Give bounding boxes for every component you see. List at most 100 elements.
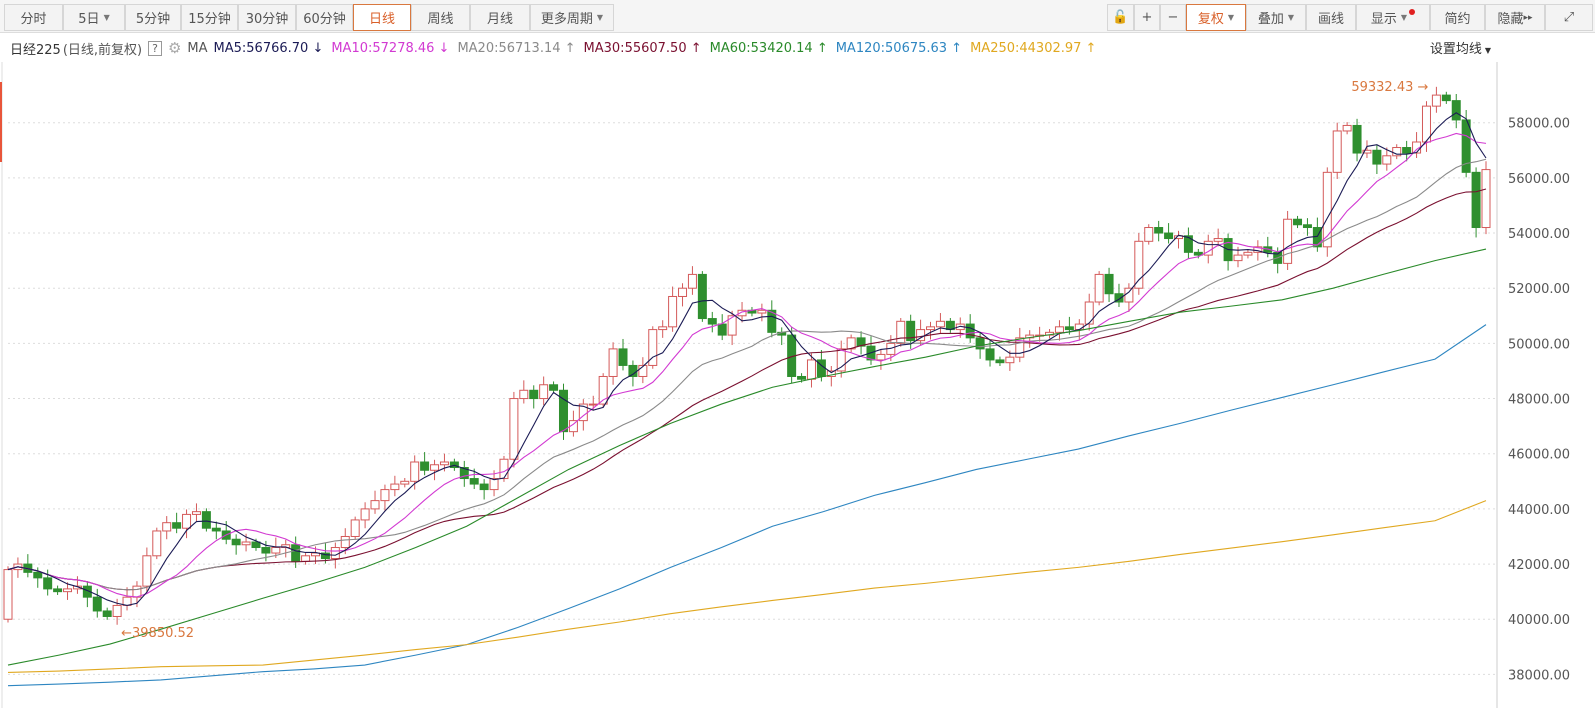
toolbar-right-0[interactable]: 复权 ▼: [1186, 4, 1246, 31]
chevron-down-icon: ▼: [103, 13, 110, 22]
ma-legend-item: MA250:44302.97 ↑: [970, 40, 1097, 56]
candle-up: [1283, 218, 1293, 264]
candle-down: [549, 384, 559, 391]
candle-up: [1084, 301, 1094, 325]
y-tick-label: 58000.00: [1508, 117, 1570, 132]
candle-up: [340, 535, 350, 549]
candle-up: [1005, 356, 1015, 364]
y-tick-label: 52000.00: [1508, 282, 1570, 297]
ma250-line: [7, 500, 1487, 674]
candle-up: [430, 464, 440, 471]
candle-down: [291, 544, 301, 562]
candle-down: [82, 585, 92, 598]
period-tab-6-label: 日线: [368, 12, 395, 27]
candle-up: [1362, 149, 1372, 154]
toolbar-right-2[interactable]: 画线: [1306, 4, 1356, 31]
candle-down: [261, 547, 271, 554]
candle-up: [400, 480, 410, 485]
candle-down: [1154, 227, 1164, 234]
candle-up: [608, 348, 618, 377]
candle-up: [410, 461, 420, 482]
toolbar-right-4[interactable]: 简约: [1430, 4, 1485, 31]
period-tab-6[interactable]: 日线: [353, 4, 411, 31]
candle-down: [1293, 218, 1303, 226]
toolbar-right-4-label: 简约: [1444, 12, 1471, 27]
candle-up: [1203, 240, 1213, 256]
ma-legend-item: MA5:56766.70 ↓: [213, 40, 324, 56]
candle-down: [469, 478, 479, 485]
period-tab-3-label: 15分钟: [188, 12, 231, 27]
candle-up: [1322, 171, 1332, 248]
expand-icon[interactable]: ⤢: [1545, 4, 1593, 31]
candle-up: [687, 273, 697, 289]
toolbar-right-1[interactable]: 叠加 ▼: [1246, 4, 1306, 31]
lock-open-icon[interactable]: 🔓: [1107, 4, 1134, 31]
candle-down: [1193, 251, 1203, 256]
period-tab-0-label: 分时: [20, 12, 47, 27]
candle-down: [1471, 171, 1481, 229]
candle-up: [1134, 240, 1144, 289]
candle-up: [1481, 169, 1491, 229]
y-tick-label: 40000.00: [1508, 613, 1570, 628]
left-marker: [0, 82, 2, 162]
candle-up: [63, 588, 73, 593]
set-ma-button[interactable]: 设置均线 ▼: [1429, 42, 1491, 57]
ma-legend-item: MA20:56713.14 ↑: [457, 40, 576, 56]
period-tab-2[interactable]: 5分钟: [125, 4, 181, 31]
candle-up: [638, 364, 648, 377]
toolbar-right-3[interactable]: 显示 ▼: [1356, 4, 1430, 31]
candle-up: [439, 461, 449, 466]
candle-down: [43, 577, 53, 590]
candle-down: [1104, 273, 1114, 295]
zoom-out-button[interactable]: −: [1160, 4, 1186, 31]
ma5-line: [7, 112, 1487, 607]
zoom-in-button[interactable]: +: [1134, 4, 1160, 31]
y-tick-label: 48000.00: [1508, 393, 1570, 408]
period-tab-0[interactable]: 分时: [4, 4, 63, 31]
candle-up: [658, 326, 668, 331]
period-tab-4[interactable]: 30分钟: [238, 4, 296, 31]
candle-down: [53, 588, 63, 593]
period-tab-9[interactable]: 更多周期 ▼: [530, 4, 614, 31]
chevron-down-icon: ▼: [1287, 13, 1295, 22]
period-tab-5[interactable]: 60分钟: [296, 4, 353, 31]
candle-down: [172, 522, 182, 529]
candle-up: [876, 353, 886, 361]
toolbar-right-1-label: 叠加: [1257, 12, 1284, 27]
chevron-down-icon: ▼: [596, 13, 604, 22]
candle-up: [499, 458, 509, 480]
candle-up: [370, 500, 380, 510]
period-tab-7[interactable]: 周线: [411, 4, 470, 31]
candle-down: [717, 323, 727, 336]
candle-down: [1302, 224, 1312, 229]
period-tab-8[interactable]: 月线: [470, 4, 530, 31]
y-tick-label: 38000.00: [1508, 668, 1570, 683]
chevron-down-icon: ▼: [1400, 13, 1408, 22]
help-button[interactable]: ?: [148, 40, 162, 56]
low-price-annotation: ←39850.52: [121, 626, 194, 641]
period-tab-3[interactable]: 15分钟: [181, 4, 238, 31]
candle-up: [836, 348, 846, 372]
candlestick-chart[interactable]: 58000.00 56000.00 54000.00 52000.00 50000.00…: [0, 62, 1595, 708]
toolbar-right-5[interactable]: 隐藏 ▸▸: [1485, 4, 1545, 31]
candle-down: [1064, 326, 1074, 331]
period-tab-1[interactable]: 5日 ▼: [63, 4, 125, 31]
candle-down: [529, 389, 539, 400]
candle-up: [727, 315, 737, 336]
gear-icon[interactable]: ⚙: [167, 39, 182, 57]
candle-up: [162, 522, 172, 532]
candle-up: [1054, 326, 1064, 333]
candle-up: [896, 320, 906, 344]
candle-up: [757, 309, 767, 314]
candle-down: [231, 538, 241, 546]
candle-up: [1015, 337, 1025, 358]
y-tick-label: 44000.00: [1508, 503, 1570, 518]
candle-up: [1342, 124, 1352, 132]
candle-down: [211, 527, 221, 532]
candle-up: [241, 541, 251, 546]
candle-up: [1144, 227, 1154, 242]
candle-down: [1441, 94, 1451, 102]
candle-down: [33, 571, 43, 579]
y-tick-label: 42000.00: [1508, 558, 1570, 573]
candle-down: [1451, 100, 1461, 121]
